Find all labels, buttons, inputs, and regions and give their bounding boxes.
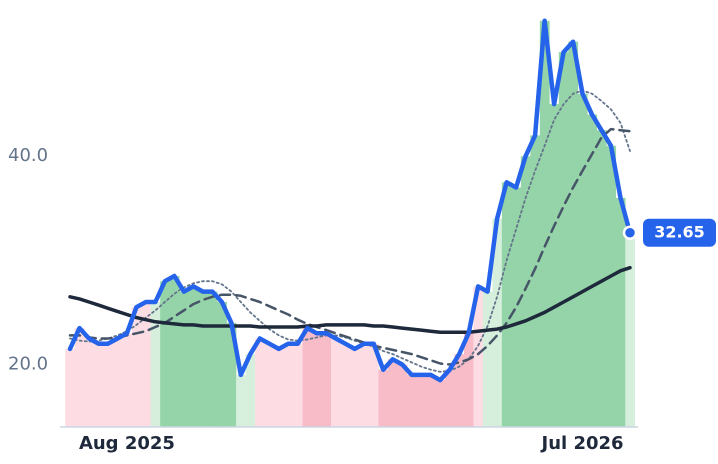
bar: [435, 380, 446, 427]
bar: [226, 322, 237, 427]
bar: [340, 343, 351, 427]
bar: [378, 369, 389, 427]
bar: [568, 41, 579, 427]
bar: [302, 328, 313, 427]
bar: [606, 145, 617, 427]
bar: [596, 130, 607, 427]
bar: [397, 364, 408, 427]
bar: [406, 374, 417, 427]
bar: [65, 348, 76, 427]
bar: [482, 291, 493, 427]
bar: [359, 343, 370, 427]
bar: [141, 302, 151, 427]
bar: [625, 232, 636, 427]
bar: [188, 286, 199, 427]
bar: [255, 338, 265, 427]
series-line: [67, 18, 633, 383]
y-tick-label: 20.0: [8, 354, 48, 375]
bar: [501, 182, 512, 427]
value-badge: [643, 218, 716, 247]
x-tick-label: Jul 2026: [540, 433, 624, 454]
bar: [558, 52, 569, 427]
bar: [293, 343, 303, 427]
bar: [587, 114, 598, 427]
bar: [103, 343, 114, 427]
series-line: [68, 265, 632, 334]
bar: [520, 156, 531, 427]
bar: [444, 369, 455, 427]
bar: [454, 354, 465, 427]
bar: [169, 275, 180, 427]
bar: [150, 302, 161, 427]
bar: [539, 20, 550, 428]
bar: [264, 343, 275, 427]
bar: [236, 374, 246, 427]
bar: [245, 354, 256, 427]
bar: [425, 374, 436, 427]
bar: [577, 93, 588, 428]
bar: [368, 343, 379, 427]
bar: [131, 307, 142, 427]
bar: [179, 291, 189, 427]
value-label: 32.65: [654, 222, 705, 241]
bar: [321, 333, 332, 427]
bar: [463, 333, 474, 427]
bar: [473, 286, 484, 427]
bar: [549, 104, 560, 428]
bar: [387, 359, 398, 427]
bar: [416, 374, 427, 427]
bar: [530, 135, 541, 427]
x-tick-label: Aug 2025: [79, 433, 175, 454]
bar: [74, 328, 85, 427]
bar: [615, 197, 626, 427]
bar: [198, 291, 208, 427]
bar: [207, 291, 218, 427]
last-point: [622, 225, 638, 241]
bar: [84, 338, 95, 427]
bar: [274, 348, 284, 427]
bar: [160, 281, 170, 427]
bar: [350, 348, 360, 427]
bar: [93, 343, 104, 427]
bar: [312, 333, 322, 427]
bar: [511, 187, 522, 427]
bar: [217, 302, 227, 427]
bar: [492, 218, 503, 427]
y-tick-label: 40.0: [8, 145, 48, 166]
bar: [122, 333, 132, 427]
bar: [112, 338, 123, 427]
bar: [331, 338, 341, 427]
bar: [283, 343, 294, 427]
